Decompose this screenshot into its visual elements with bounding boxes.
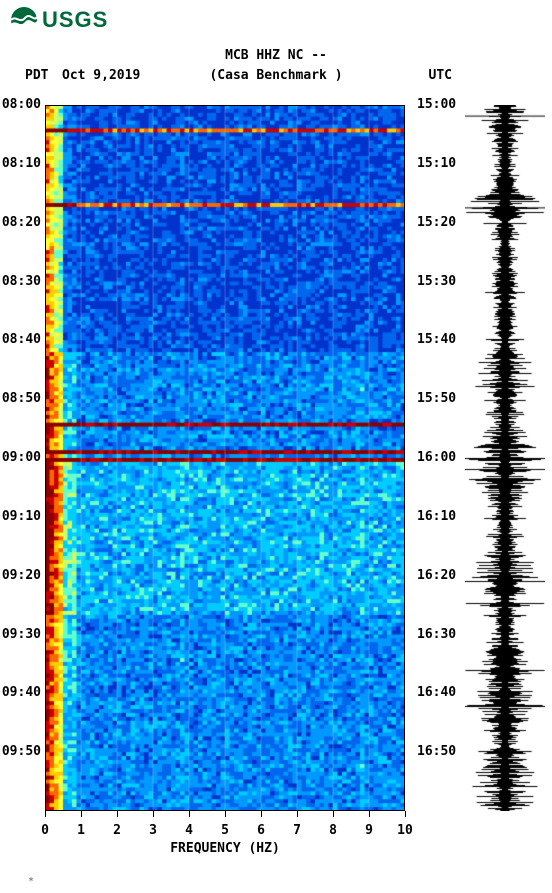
timezone-left-label: PDT bbox=[25, 68, 48, 83]
station-name: (Casa Benchmark ) bbox=[209, 68, 342, 83]
y-tick-right: 16:20 bbox=[417, 568, 456, 583]
y-tick-left: 08:30 bbox=[2, 274, 41, 289]
date-label: Oct 9,2019 bbox=[62, 68, 140, 83]
y-tick-right: 15:30 bbox=[417, 274, 456, 289]
y-tick-left: 09:00 bbox=[2, 450, 41, 465]
x-tick: 2 bbox=[113, 823, 121, 838]
usgs-wave-icon bbox=[10, 6, 38, 34]
y-tick-left: 09:30 bbox=[2, 627, 41, 642]
y-tick-right: 16:30 bbox=[417, 627, 456, 642]
x-tick: 0 bbox=[41, 823, 49, 838]
x-tick: 10 bbox=[397, 823, 413, 838]
y-tick-left: 08:50 bbox=[2, 391, 41, 406]
y-tick-right: 16:00 bbox=[417, 450, 456, 465]
station-code: MCB HHZ NC -- bbox=[225, 48, 327, 63]
x-axis-label: FREQUENCY (HZ) bbox=[170, 841, 280, 856]
x-tick: 9 bbox=[365, 823, 373, 838]
y-tick-left: 08:10 bbox=[2, 156, 41, 171]
x-tick: 5 bbox=[221, 823, 229, 838]
usgs-logo: USGS bbox=[10, 6, 108, 34]
y-tick-right: 16:10 bbox=[417, 509, 456, 524]
y-axis-right: 15:0015:1015:2015:3015:4015:5016:0016:10… bbox=[405, 105, 453, 811]
y-tick-left: 08:40 bbox=[2, 332, 41, 347]
spectrogram-canvas bbox=[45, 105, 405, 811]
y-tick-left: 08:00 bbox=[2, 97, 41, 112]
y-tick-right: 15:10 bbox=[417, 156, 456, 171]
y-axis-left: 08:0008:1008:2008:3008:4008:5009:0009:10… bbox=[0, 105, 45, 811]
x-tick: 1 bbox=[77, 823, 85, 838]
x-tick: 6 bbox=[257, 823, 265, 838]
x-axis: FREQUENCY (HZ) 012345678910 bbox=[45, 811, 405, 871]
seismogram-canvas bbox=[465, 105, 545, 811]
y-tick-right: 15:50 bbox=[417, 391, 456, 406]
y-tick-left: 08:20 bbox=[2, 215, 41, 230]
footer-note: * bbox=[28, 876, 34, 887]
y-tick-right: 15:20 bbox=[417, 215, 456, 230]
x-tick: 4 bbox=[185, 823, 193, 838]
x-tick: 8 bbox=[329, 823, 337, 838]
y-tick-left: 09:10 bbox=[2, 509, 41, 524]
y-tick-left: 09:50 bbox=[2, 744, 41, 759]
spectrogram-plot bbox=[45, 105, 405, 811]
x-tick: 3 bbox=[149, 823, 157, 838]
y-tick-right: 15:00 bbox=[417, 97, 456, 112]
x-tick: 7 bbox=[293, 823, 301, 838]
y-tick-right: 16:40 bbox=[417, 685, 456, 700]
timezone-right-label: UTC bbox=[429, 68, 452, 83]
y-tick-left: 09:40 bbox=[2, 685, 41, 700]
usgs-logo-text: USGS bbox=[42, 7, 108, 33]
seismogram-panel bbox=[465, 105, 545, 811]
y-tick-left: 09:20 bbox=[2, 568, 41, 583]
y-tick-right: 15:40 bbox=[417, 332, 456, 347]
y-tick-right: 16:50 bbox=[417, 744, 456, 759]
